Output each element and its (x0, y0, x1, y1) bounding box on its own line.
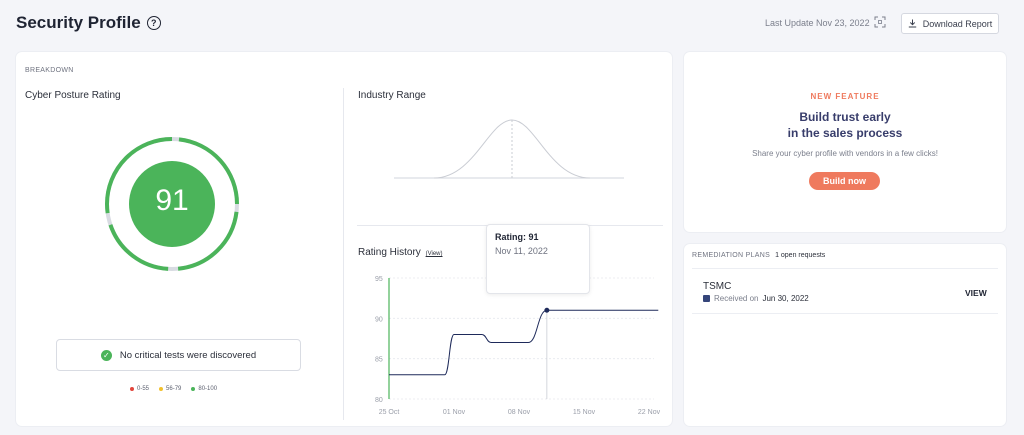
legend-item-high: 80-100 (191, 386, 217, 392)
no-critical-banner: ✓ No critical tests were discovered (56, 339, 301, 371)
last-update-text: Last Update Nov 23, 2022 (765, 18, 870, 28)
score-circle (129, 161, 215, 247)
vertical-divider (343, 88, 344, 420)
x-tick-label: 01 Nov (443, 409, 466, 416)
download-report-button[interactable]: Download Report (901, 13, 999, 34)
scan-icon[interactable] (874, 16, 886, 28)
check-circle-icon: ✓ (100, 349, 112, 361)
build-now-button[interactable]: Build now (809, 172, 880, 190)
remediation-card: REMEDIATION PLANS 1 open requests TSMC R… (684, 244, 1006, 426)
rating-gauge (105, 137, 239, 271)
page-title: Security Profile ? (16, 13, 161, 33)
legend-dot-mid (159, 387, 164, 391)
new-feature-card: NEW FEATURE Build trust early in the sal… (684, 52, 1006, 232)
score-value: 91 (155, 184, 189, 217)
x-tick-label: 15 Nov (573, 409, 596, 416)
new-feature-headline: Build trust early in the sales process (787, 110, 903, 140)
tooltip-date: Nov 11, 2022 (495, 246, 548, 256)
industry-range-curve (394, 119, 624, 179)
rating-tooltip: Rating: 91 Nov 11, 2022 (486, 224, 590, 294)
legend-item-mid: 56-79 (159, 386, 181, 392)
y-tick-label: 95 (375, 276, 383, 283)
rating-series-line (389, 309, 659, 376)
score-legend: 0-55 56-79 80-100 (130, 386, 217, 392)
legend-item-low: 0-55 (130, 386, 149, 392)
tooltip-rating: Rating: 91 (495, 232, 539, 242)
legend-dot-high (191, 387, 196, 391)
x-tick-label: 22 Nov (638, 409, 660, 416)
x-tick-label: 08 Nov (508, 409, 531, 416)
y-tick-label: 80 (375, 397, 383, 404)
rating-history-view-link[interactable]: (View) (425, 251, 443, 257)
question-circle-icon[interactable]: ? (146, 16, 161, 30)
remediation-row-divider (692, 313, 998, 314)
remediation-view-button[interactable]: VIEW (965, 288, 987, 298)
y-tick-label: 85 (375, 357, 383, 364)
page-header: Security Profile ? Last Update Nov 23, 2… (0, 0, 1024, 44)
cyber-posture-label: Cyber Posture Rating (25, 90, 121, 101)
remediation-header: REMEDIATION PLANS 1 open requests (692, 252, 826, 259)
legend-dot-low (130, 387, 134, 391)
remediation-item-received: Received on Jun 30, 2022 (703, 294, 809, 303)
y-tick-label: 90 (375, 316, 383, 323)
remediation-item-name: TSMC (703, 281, 732, 292)
new-feature-subtext: Share your cyber profile with vendors in… (752, 149, 938, 158)
remediation-divider (692, 268, 998, 269)
rating-history-label: Rating History (View) (358, 247, 443, 258)
x-tick-label: 25 Oct (379, 409, 400, 416)
breakdown-card: BREAKDOWN Cyber Posture Rating 91 Indust… (16, 52, 672, 426)
download-icon (908, 19, 916, 28)
open-requests-count: 1 open requests (775, 252, 826, 259)
breakdown-label: BREAKDOWN (25, 67, 74, 74)
highlight-point[interactable] (544, 307, 550, 313)
industry-range-label: Industry Range (358, 90, 426, 101)
new-feature-tag: NEW FEATURE (810, 92, 880, 101)
company-icon (703, 295, 710, 302)
